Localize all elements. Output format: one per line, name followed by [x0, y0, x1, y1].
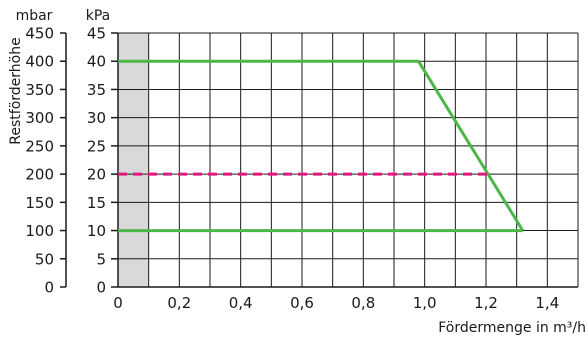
y-tick-label-mbar: 150	[25, 194, 54, 212]
x-tick-label: 1,2	[474, 294, 498, 312]
y-tick-label-kpa: 30	[87, 109, 106, 127]
y-tick-label-mbar: 200	[25, 166, 54, 184]
x-axis-title: Fördermenge in m³/h	[438, 320, 586, 336]
y-tick-label-kpa: 45	[87, 25, 106, 43]
series-layer	[118, 59, 525, 233]
y-axis-title: Restförderhöhe	[8, 37, 24, 144]
y-tick-label-kpa: 20	[87, 166, 106, 184]
y-tick-label-mbar: 100	[25, 222, 54, 240]
x-tick-label: 0,4	[229, 294, 253, 312]
y-tick-label-kpa: 35	[87, 81, 106, 99]
y-tick-label-kpa: 25	[87, 137, 106, 155]
x-tick-label: 0,2	[167, 294, 191, 312]
y-tick-label-kpa: 10	[87, 222, 106, 240]
x-tick-label: 0,8	[351, 294, 375, 312]
y-tick-label-kpa: 15	[87, 194, 106, 212]
y-tick-label-mbar: 250	[25, 137, 54, 155]
shaded-region	[118, 33, 149, 287]
y-tick-label-kpa: 40	[87, 53, 106, 71]
x-tick-label: 1,0	[413, 294, 437, 312]
tick-label-layer: 0055010100151502020025250303003535040400…	[25, 25, 559, 313]
grid-layer	[118, 32, 579, 287]
axis-layer	[60, 32, 578, 288]
x-tick-label: 1,4	[535, 294, 559, 312]
y-tick-label-kpa: 0	[96, 279, 106, 297]
series-line-1	[118, 59, 525, 232]
unit-label-mbar: mbar	[16, 8, 53, 24]
y-tick-label-mbar: 50	[35, 250, 54, 268]
y-tick-label-mbar: 0	[44, 279, 54, 297]
y-tick-label-kpa: 5	[96, 250, 106, 268]
x-tick-label: 0,6	[290, 294, 314, 312]
shaded-region-layer	[118, 33, 149, 287]
x-tick-label: 0	[113, 294, 123, 312]
y-tick-label-mbar: 450	[25, 25, 54, 43]
unit-label-kpa: kPa	[86, 8, 111, 24]
y-tick-label-mbar: 350	[25, 81, 54, 99]
y-tick-label-mbar: 400	[25, 53, 54, 71]
y-tick-label-mbar: 300	[25, 109, 54, 127]
